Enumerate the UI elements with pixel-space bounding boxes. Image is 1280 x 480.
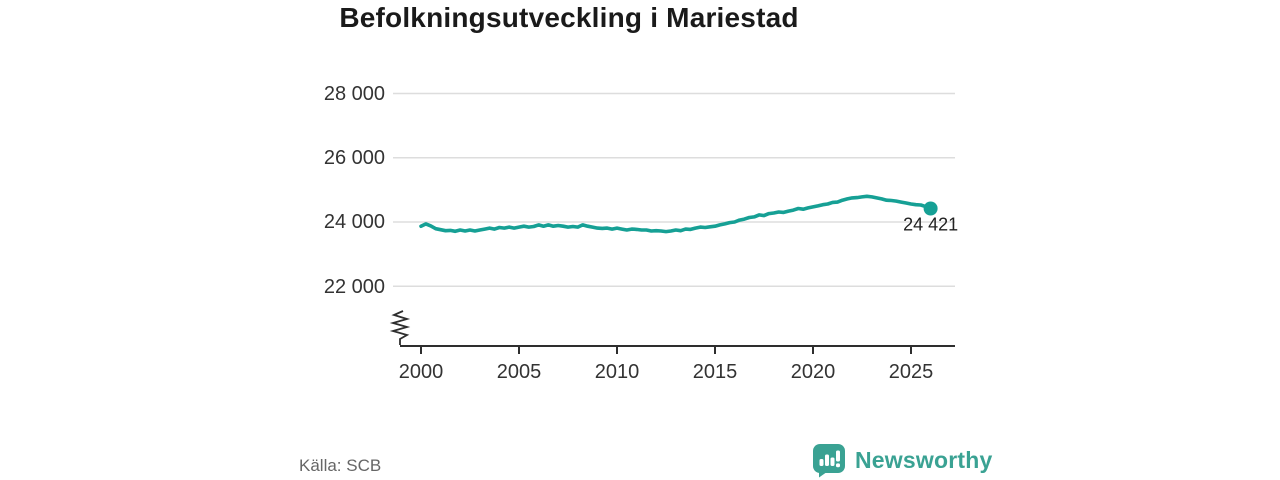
newsworthy-brand: Newsworthy xyxy=(812,443,992,478)
y-axis-tick-label: 28 000 xyxy=(323,83,385,105)
endpoint-value-label: 24 421 xyxy=(903,215,958,235)
x-axis-tick-label: 2005 xyxy=(496,361,542,383)
y-axis-tick-label: 26 000 xyxy=(323,147,385,169)
x-axis-tick-label: 2020 xyxy=(790,361,836,383)
x-axis-ticks xyxy=(420,346,912,354)
brand-name: Newsworthy xyxy=(855,447,993,473)
x-axis xyxy=(389,310,955,354)
gridlines xyxy=(393,92,955,288)
x-axis-tick-label: 2000 xyxy=(398,361,444,383)
source-note: Källa: SCB xyxy=(299,456,382,475)
x-axis-tick-label: 2025 xyxy=(888,361,934,383)
axis-break-zigzag-icon xyxy=(389,310,411,345)
y-axis-tick-label: 24 000 xyxy=(323,211,385,233)
endpoint-marker xyxy=(923,201,938,216)
y-axis-tick-label: 22 000 xyxy=(323,276,385,298)
chart-title: Befolkningsutveckling i Mariestad xyxy=(339,2,799,33)
newsworthy-speech-bubble-bars-icon xyxy=(813,444,845,478)
x-axis-tick-label: 2010 xyxy=(594,361,640,383)
population-line xyxy=(419,194,933,234)
x-axis-tick-label: 2015 xyxy=(692,361,738,383)
